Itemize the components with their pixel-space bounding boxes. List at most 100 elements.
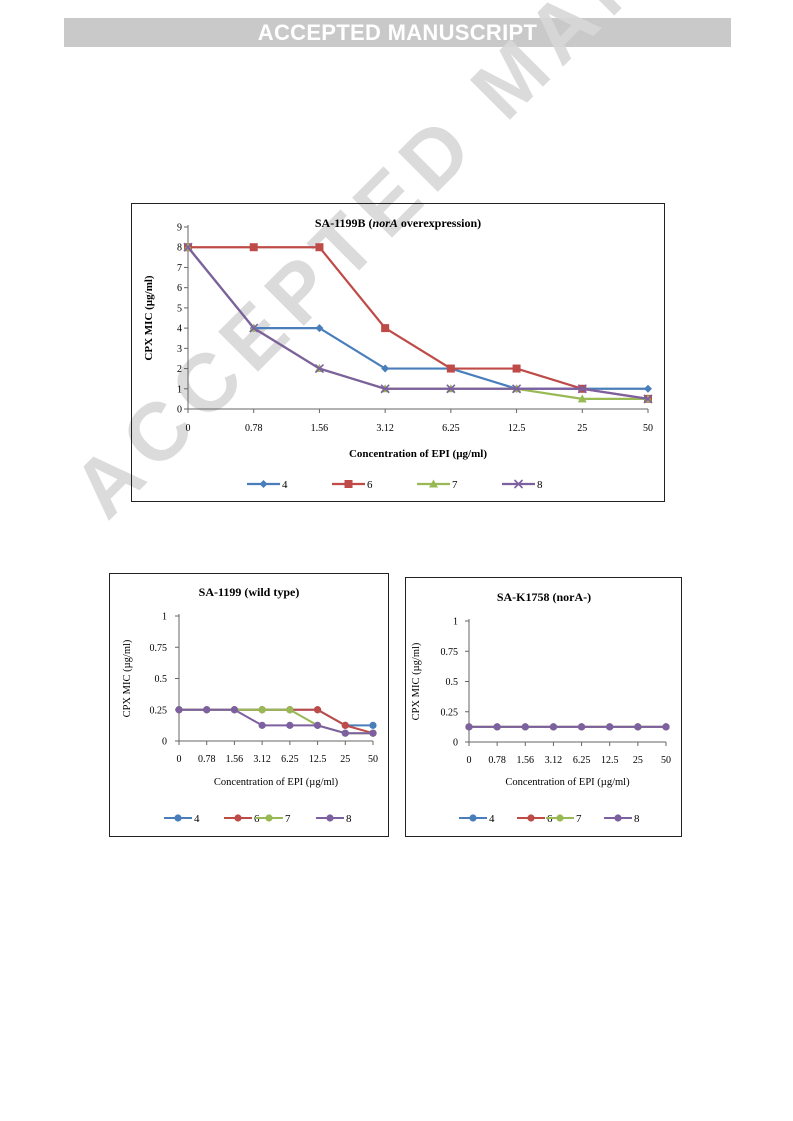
series-7-point xyxy=(286,706,294,714)
legend-label: 8 xyxy=(346,813,352,825)
series-6-point xyxy=(341,721,349,729)
series-6-line xyxy=(188,246,649,400)
y-tick-label: 9 xyxy=(177,223,182,234)
series-8-point xyxy=(183,242,193,252)
legend-label: 8 xyxy=(537,479,543,491)
y-tick-label: 0 xyxy=(453,738,458,749)
legend-label: 4 xyxy=(194,813,200,825)
series-6-point xyxy=(446,364,455,373)
series-8 xyxy=(183,242,653,404)
x-tick-label: 12.5 xyxy=(601,755,619,766)
legend-label: 8 xyxy=(634,813,640,825)
series-8-point xyxy=(286,721,294,729)
x-tick-label: 12.5 xyxy=(508,423,525,434)
x-tick-label: 0.78 xyxy=(198,754,216,765)
y-tick-label: 3 xyxy=(177,344,182,355)
series-6-line xyxy=(179,708,374,735)
legend-entry-6: 6 xyxy=(224,813,260,825)
series-6-point xyxy=(381,324,390,333)
x-tick-label: 6.25 xyxy=(281,754,299,765)
x-tick-label: 25 xyxy=(633,755,643,766)
series-8-point xyxy=(380,384,390,394)
x-tick-label: 6.25 xyxy=(573,755,591,766)
chart-sa1199-wild-type-svg: SA-1199 (wild type) 0 0.25 0.5 0.75 1 0 0.78 1.5… xyxy=(122,585,378,825)
series-4-point xyxy=(644,384,652,393)
legend-marker xyxy=(614,814,622,822)
series-8-point xyxy=(521,723,529,731)
series-4-point xyxy=(381,364,390,373)
series-8-point xyxy=(175,706,183,714)
series-8-point xyxy=(341,729,349,737)
series-4-line xyxy=(187,246,648,390)
chart-title-part: SA-1199B ( xyxy=(315,216,373,230)
legend-label: 7 xyxy=(285,813,291,825)
legend-label: 4 xyxy=(489,813,495,825)
y-axis-title: CPX MIC (µg/ml) xyxy=(143,275,155,360)
series-8-point xyxy=(577,723,586,731)
x-tick-label: 1.56 xyxy=(517,755,535,766)
legend-label: 4 xyxy=(282,479,288,491)
series-4-point xyxy=(315,324,324,333)
series-4 xyxy=(184,243,652,393)
legend-marker xyxy=(344,480,353,488)
x-tick-label: 50 xyxy=(368,754,378,765)
x-tick-label: 50 xyxy=(643,423,653,434)
legend-entry-4: 4 xyxy=(164,813,200,825)
x-tick-label: 6.25 xyxy=(442,423,460,434)
chart-title-part: SA-K1758 (norA-) xyxy=(497,590,591,604)
legend-marker xyxy=(429,479,438,488)
x-tick-label: 0.78 xyxy=(245,423,263,434)
accepted-manuscript-banner: ACCEPTED MANUSCRIPT xyxy=(64,18,731,47)
series-8-line xyxy=(187,246,649,400)
x-tick-label: 3.12 xyxy=(376,423,394,434)
y-tick-label: 1 xyxy=(177,384,182,395)
x-tick-label: 25 xyxy=(340,754,350,765)
legend-label: 7 xyxy=(576,813,582,825)
x-tick-label: 50 xyxy=(661,755,671,766)
legend-marker xyxy=(469,814,477,822)
x-axis-title: Concentration of EPI (µg/ml) xyxy=(214,777,339,788)
series-8-point xyxy=(634,723,642,731)
series-8-point xyxy=(249,323,259,333)
series-8-point xyxy=(493,723,501,731)
chart-title-part: norA xyxy=(373,216,398,230)
legend-marker xyxy=(556,814,564,822)
x-tick-label: 1.56 xyxy=(226,754,244,765)
legend-entry-4: 4 xyxy=(459,813,495,825)
series-6 xyxy=(184,243,652,403)
y-tick-label: 0.75 xyxy=(441,647,459,658)
series-8-point xyxy=(643,394,653,404)
series-8 xyxy=(175,706,377,737)
series-8-point xyxy=(314,363,324,374)
series-8 xyxy=(465,723,670,731)
series-6-point xyxy=(315,243,324,252)
chart-title-part: overexpression) xyxy=(398,216,481,230)
chart-title: SA-K1758 (norA-) xyxy=(497,590,591,604)
x-tick-label: 0.78 xyxy=(488,755,506,766)
y-tick-label: 0.25 xyxy=(441,707,459,718)
series-8-line xyxy=(179,708,373,735)
chart-title: SA-1199 (wild type) xyxy=(199,585,300,599)
series-8-point xyxy=(465,723,473,731)
legend-marker xyxy=(527,814,535,822)
series-6-point xyxy=(512,364,521,373)
legend-entry-8: 8 xyxy=(502,479,543,491)
chart-sa1199-wild-type: SA-1199 (wild type) 0 0.25 0.5 0.75 1 0 0.78 1.5… xyxy=(109,573,389,837)
chart-sak1758-svg: SA-K1758 (norA-) 0 0.25 0.5 0.75 1 0 0.78 1.56 3.… xyxy=(411,590,671,825)
x-axis-title: Concentration of EPI (µg/ml) xyxy=(349,448,487,460)
legend-marker xyxy=(259,480,268,488)
chart-title-part: SA-1199 (wild type) xyxy=(199,585,300,599)
legend-label: 6 xyxy=(367,479,373,491)
y-tick-label: 5 xyxy=(177,303,182,314)
y-tick-label: 0 xyxy=(162,737,167,748)
x-tick-label: 12.5 xyxy=(309,754,327,765)
series-8-point xyxy=(606,723,614,731)
series-7-point xyxy=(577,394,587,403)
series-8-point xyxy=(662,723,670,731)
series-8-point xyxy=(258,721,266,729)
series-8-point xyxy=(512,384,522,394)
y-tick-label: 0 xyxy=(177,405,182,416)
legend-entry-8: 8 xyxy=(604,813,640,825)
series-7-line xyxy=(179,708,373,735)
y-tick-label: 0.25 xyxy=(150,705,168,716)
